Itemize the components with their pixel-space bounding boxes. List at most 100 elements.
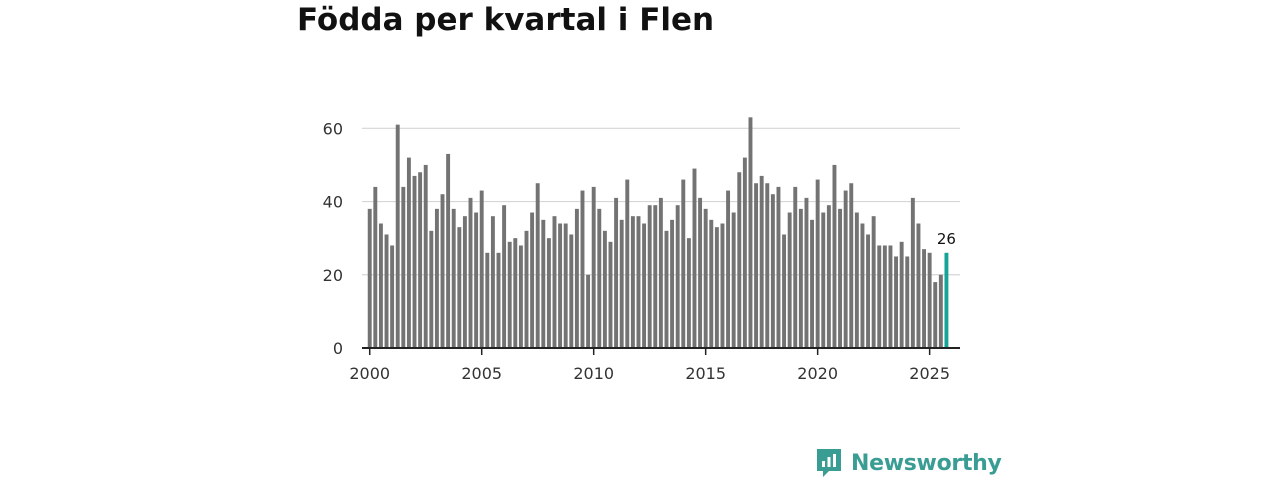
bar — [614, 197, 619, 348]
bar — [765, 183, 770, 348]
bar — [647, 205, 652, 348]
highlight-value-label: 26 — [937, 230, 956, 248]
bar — [737, 172, 742, 348]
bar — [698, 197, 703, 348]
bar — [860, 223, 865, 348]
bar — [574, 208, 579, 348]
bar — [871, 216, 876, 348]
bar — [703, 208, 708, 348]
bar — [373, 186, 378, 348]
bar — [474, 212, 479, 348]
axes — [362, 347, 960, 355]
bar — [787, 212, 792, 348]
y-tick-label-20: 20 — [323, 266, 343, 285]
bar — [446, 153, 451, 348]
bar — [804, 197, 809, 348]
bar — [535, 183, 540, 348]
bar — [619, 219, 624, 348]
bar — [933, 282, 938, 348]
bar — [530, 212, 535, 348]
bar — [406, 157, 411, 348]
bar — [653, 205, 658, 348]
bar — [378, 223, 383, 348]
bar — [720, 223, 725, 348]
bar — [927, 252, 932, 348]
bar — [776, 186, 781, 348]
bar — [675, 205, 680, 348]
bar — [731, 212, 736, 348]
bar — [754, 183, 759, 348]
bar — [558, 223, 563, 348]
bar — [838, 208, 843, 348]
bar — [586, 274, 591, 348]
bar — [507, 241, 512, 348]
bar — [580, 190, 585, 348]
bar — [608, 241, 613, 348]
bar — [597, 208, 602, 348]
bar — [642, 223, 647, 348]
bar — [518, 245, 523, 348]
bar — [502, 205, 507, 348]
y-tick-label-60: 60 — [323, 119, 343, 138]
bar — [709, 219, 714, 348]
bar — [910, 197, 915, 348]
bar — [894, 256, 899, 348]
y-tick-label-40: 40 — [323, 193, 343, 212]
bar — [922, 249, 927, 348]
bar — [726, 190, 731, 348]
bar — [658, 197, 663, 348]
x-tick-label-2010: 2010 — [573, 364, 614, 383]
bar — [877, 245, 882, 348]
labels: 0 20 40 60 26 2000 2005 2010 2015 2020 2025 — [323, 119, 956, 383]
bar — [866, 234, 871, 348]
bar — [541, 219, 546, 348]
bar — [692, 168, 697, 348]
bar — [770, 194, 775, 348]
bar — [552, 216, 557, 348]
bar — [742, 157, 747, 348]
bars — [367, 117, 949, 349]
bar — [793, 186, 798, 348]
x-tick-label-2025: 2025 — [909, 364, 950, 383]
bar-highlight — [944, 252, 949, 348]
bar — [810, 219, 815, 348]
bar — [670, 219, 675, 348]
bar — [664, 230, 669, 348]
bar — [854, 212, 859, 348]
bar — [390, 245, 395, 348]
bar — [714, 227, 719, 348]
bar — [434, 208, 439, 348]
x-tick-label-2015: 2015 — [685, 364, 726, 383]
bar — [602, 230, 607, 348]
bar — [630, 216, 635, 348]
bar — [423, 164, 428, 348]
bar — [899, 241, 904, 348]
bar — [882, 245, 887, 348]
y-tick-label-0: 0 — [333, 339, 343, 358]
bar — [496, 252, 501, 348]
bar — [429, 230, 434, 348]
bar — [843, 190, 848, 348]
bar — [815, 179, 820, 348]
bar — [916, 223, 921, 348]
bar — [826, 205, 831, 348]
bar — [524, 230, 529, 348]
bar — [832, 164, 837, 348]
bar — [563, 223, 568, 348]
bar — [546, 238, 551, 348]
bar — [748, 117, 753, 348]
bar — [367, 208, 372, 348]
bar — [636, 216, 641, 348]
bar — [591, 186, 596, 348]
bar — [451, 208, 456, 348]
x-tick-label-2005: 2005 — [461, 364, 502, 383]
bar — [625, 179, 630, 348]
bar — [782, 234, 787, 348]
bar — [759, 175, 764, 348]
bar — [798, 208, 803, 348]
bar — [681, 179, 686, 348]
bar — [938, 274, 943, 348]
bar — [849, 183, 854, 348]
bar — [485, 252, 490, 348]
bar — [395, 124, 400, 349]
